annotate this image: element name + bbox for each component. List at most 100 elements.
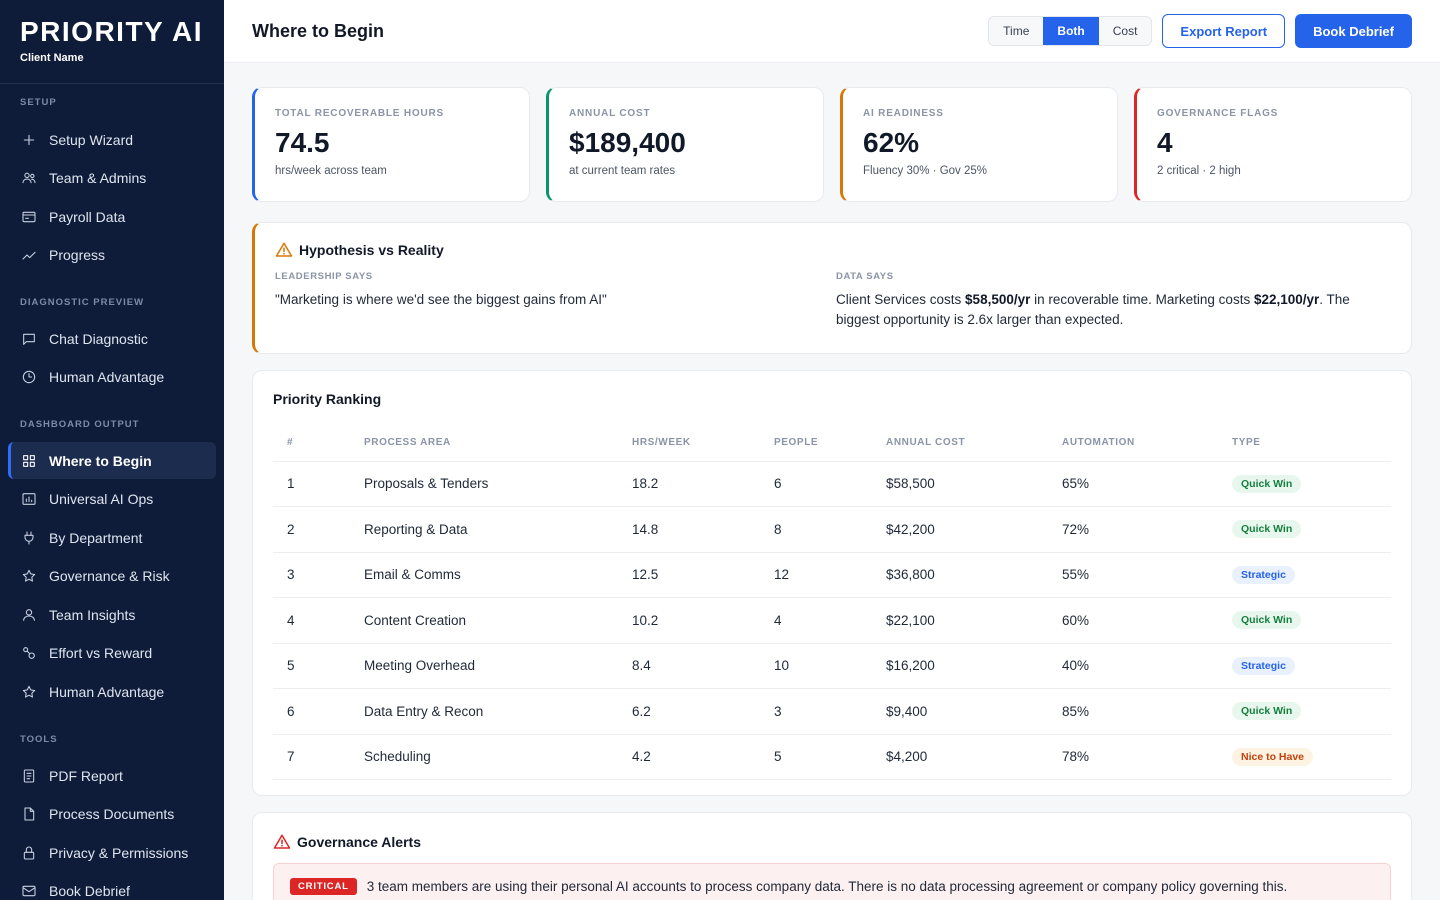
sidebar-item-label: By Department: [49, 529, 143, 546]
sidebar-item-team-and-admins[interactable]: Team & Admins: [8, 160, 216, 197]
sidebar-item-progress[interactable]: Progress: [8, 237, 216, 274]
sidebar-item-chat-diagnostic[interactable]: Chat Diagnostic: [8, 320, 216, 357]
sidebar-item-label: Universal AI Ops: [49, 491, 154, 507]
kpi-row: TOTAL RECOVERABLE HOURS 74.5 hrs/week ac…: [252, 87, 1412, 202]
clock-icon: [21, 369, 37, 385]
brand: PRIORITY AI Client Name: [0, 0, 224, 84]
user-icon: [21, 607, 37, 623]
kpi-subtext: hrs/week across team: [275, 165, 387, 177]
section-label: TOOLS: [20, 734, 58, 745]
brand-title: PRIORITY AI: [20, 16, 203, 47]
users-icon: [21, 170, 37, 186]
sidebar-item-human-advantage[interactable]: Human Advantage: [8, 673, 216, 710]
sidebar-item-privacy-and-permissions[interactable]: Privacy & Permissions: [8, 834, 216, 871]
wallet-icon: [21, 209, 37, 225]
cell-rank: 1: [273, 461, 350, 507]
client-services-cost: $58,500/yr: [965, 292, 1031, 307]
cell-hrs-week: 18.2: [618, 461, 760, 507]
toggle-both[interactable]: Both: [1043, 17, 1099, 45]
chart-box-icon: [21, 491, 37, 507]
sidebar: PRIORITY AI Client Name SETUP Setup Wizar…: [0, 0, 224, 900]
table-row[interactable]: 4 Content Creation 10.2 4 $22,100 60% Quick Wi…: [273, 597, 1391, 644]
cell-process-area: Reporting & Data: [350, 506, 618, 553]
data-label: DATA SAYS: [836, 271, 894, 282]
grid-icon: [21, 453, 37, 469]
cell-people: 6: [760, 461, 872, 507]
hypothesis-card: Hypothesis vs Reality LEADERSHIP SAYS "M…: [252, 222, 1412, 354]
column-header-hrs-week: HRS/WEEK: [618, 425, 760, 462]
table-row[interactable]: 7 Scheduling 4.2 5 $4,200 78% Nice to Have: [273, 734, 1391, 780]
sidebar-item-where-to-begin[interactable]: Where to Begin: [8, 442, 216, 479]
table-row[interactable]: 5 Meeting Overhead 8.4 10 $16,200 40% Strategi…: [273, 643, 1391, 689]
cell-type: Quick Win: [1218, 688, 1391, 735]
alert-text: 3 team members are using their personal …: [366, 879, 1288, 894]
sidebar-item-label: Book Debrief: [49, 883, 130, 899]
cell-hrs-week: 4.2: [618, 734, 760, 780]
nav-section-tools: TOOLS PDF Report Process Documents Privacy …: [0, 733, 224, 900]
cell-type: Strategic: [1218, 552, 1391, 598]
cell-automation: 40%: [1048, 643, 1218, 689]
sidebar-item-effort-vs-reward[interactable]: Effort vs Reward: [8, 635, 216, 672]
mail-icon: [21, 883, 37, 899]
sidebar-item-universal-ai-ops[interactable]: Universal AI Ops: [8, 481, 216, 518]
sidebar-item-process-documents[interactable]: Process Documents: [8, 796, 216, 833]
table-row[interactable]: 2 Reporting & Data 14.8 8 $42,200 72% Quick Wi…: [273, 506, 1391, 553]
kpi-value: 74.5: [275, 127, 330, 158]
sidebar-item-by-department[interactable]: By Department: [8, 519, 216, 556]
main-content: TOTAL RECOVERABLE HOURS 74.5 hrs/week ac…: [252, 87, 1412, 900]
kpi-subtext: 2 critical · 2 high: [1157, 165, 1241, 177]
sidebar-item-label: Governance & Risk: [49, 568, 170, 584]
leadership-quote: "Marketing is where we'd see the biggest…: [275, 292, 607, 307]
sidebar-item-governance-and-risk[interactable]: Governance & Risk: [8, 558, 216, 595]
cell-automation: 72%: [1048, 506, 1218, 553]
kpi-value: 4: [1157, 127, 1173, 158]
data-statement: Client Services costs $58,500/yr in reco…: [836, 290, 1391, 330]
leadership-label: LEADERSHIP SAYS: [275, 271, 373, 282]
type-badge: Quick Win: [1232, 611, 1302, 630]
table-row[interactable]: 1 Proposals & Tenders 18.2 6 $58,500 65% Quick…: [273, 461, 1391, 507]
section-label: SETUP: [20, 97, 57, 108]
cell-automation: 78%: [1048, 734, 1218, 780]
cell-automation: 85%: [1048, 688, 1218, 735]
column-header-process-area: PROCESS AREA: [350, 425, 618, 462]
sidebar-item-label: Effort vs Reward: [49, 645, 153, 661]
plug-icon: [21, 530, 37, 546]
cell-hrs-week: 6.2: [618, 688, 760, 735]
sidebar-item-pdf-report[interactable]: PDF Report: [8, 757, 216, 794]
governance-alerts-card: Governance Alerts CRITICAL 3 team member…: [252, 812, 1412, 900]
time-cost-toggle: Time Both Cost: [988, 16, 1153, 46]
sidebar-item-human-advantage[interactable]: Human Advantage: [8, 359, 216, 396]
cell-rank: 2: [273, 506, 350, 553]
sidebar-item-payroll-data[interactable]: Payroll Data: [8, 198, 216, 235]
kpi-card-governance-flags: GOVERNANCE FLAGS 4 2 critical · 2 high: [1134, 87, 1412, 202]
toggle-time[interactable]: Time: [1003, 24, 1030, 38]
type-badge: Strategic: [1232, 656, 1295, 675]
cell-annual-cost: $36,800: [872, 552, 1048, 598]
cell-process-area: Scheduling: [350, 734, 618, 780]
star-icon: [21, 568, 37, 584]
kpi-subtext: Fluency 30% · Gov 25%: [863, 165, 988, 177]
star-icon: [21, 684, 37, 700]
sidebar-item-team-insights[interactable]: Team Insights: [8, 596, 216, 633]
marketing-cost: $22,100/yr: [1253, 292, 1320, 307]
export-report-button[interactable]: Export Report: [1162, 14, 1286, 48]
toggle-cost[interactable]: Cost: [1112, 24, 1138, 38]
column-header-rank: #: [273, 425, 350, 462]
sidebar-item-setup-wizard[interactable]: Setup Wizard: [8, 121, 216, 158]
cell-type: Quick Win: [1218, 461, 1391, 507]
governance-alert[interactable]: CRITICAL 3 team members are using their …: [273, 863, 1391, 900]
sidebar-item-book-debrief[interactable]: Book Debrief: [8, 873, 216, 900]
client-name: Client Name: [20, 52, 84, 64]
section-label: DIAGNOSTIC PREVIEW: [20, 297, 145, 308]
sidebar-item-label: Process Documents: [49, 806, 175, 822]
priority-ranking-title: Priority Ranking: [273, 391, 382, 407]
cell-type: Quick Win: [1218, 597, 1391, 644]
priority-ranking-card: Priority Ranking # PROCESS AREA HRS/WEEK PE…: [252, 370, 1412, 796]
book-debrief-button[interactable]: Book Debrief: [1295, 14, 1412, 48]
kpi-card-ai-readiness: AI READINESS 62% Fluency 30% · Gov 25%: [840, 87, 1118, 202]
table-row[interactable]: 6 Data Entry & Recon 6.2 3 $9,400 85% Quick Wi…: [273, 688, 1391, 735]
table-row[interactable]: 3 Email & Comms 12.5 12 $36,800 55% Strategic: [273, 552, 1391, 598]
governance-title: Governance Alerts: [297, 834, 421, 850]
cell-rank: 4: [273, 597, 350, 644]
warning-icon: [275, 242, 293, 257]
